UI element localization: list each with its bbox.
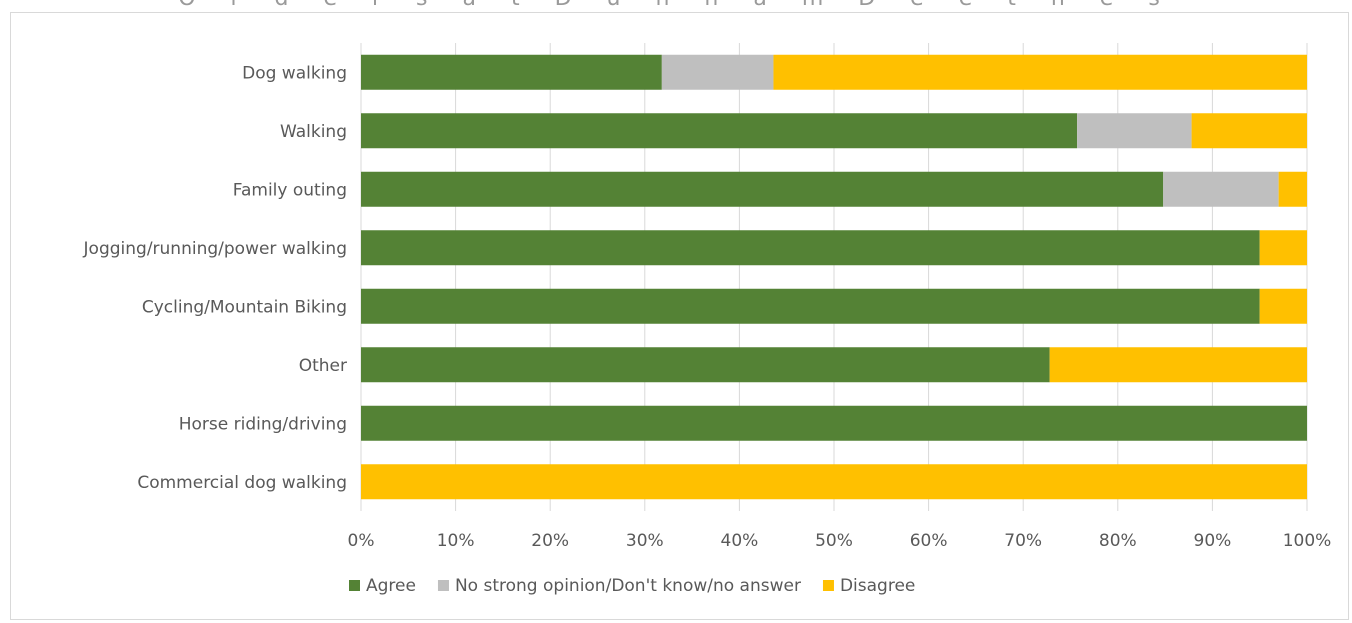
category-label: Jogging/running/power walking <box>83 239 347 259</box>
legend-swatch <box>822 580 834 591</box>
bar-segment-disagree <box>1049 347 1307 383</box>
bar-segment-agree <box>361 230 1260 266</box>
bar-segment-disagree <box>1191 113 1307 149</box>
bar-segment-no-strong-opinion-don-t-know-no-answer <box>661 54 774 90</box>
x-tick-label: 0% <box>348 531 375 551</box>
category-label: Horse riding/driving <box>179 414 347 434</box>
legend-label: Disagree <box>840 576 915 596</box>
x-tick-label: 20% <box>531 531 569 551</box>
x-tick-label: 50% <box>815 531 853 551</box>
category-label: Dog walking <box>242 63 347 83</box>
bar-segment-agree <box>361 113 1078 149</box>
stacked-bar-chart: Dog walking Walking Family outing Jogging/r… <box>83 43 1332 596</box>
bar-segment-disagree <box>361 464 1307 500</box>
gridlines <box>360 43 1308 511</box>
x-tick-label: 30% <box>626 531 664 551</box>
x-tick-label: 90% <box>1194 531 1232 551</box>
cropped-chart-title: O r d e r s a t D u n n a m D e e t n e … <box>0 0 1352 16</box>
category-label: Cycling/Mountain Biking <box>142 297 347 317</box>
x-tick-label: 60% <box>910 531 948 551</box>
category-label: Family outing <box>233 180 347 200</box>
legend: Agree No strong opinion/Don't know/no ans… <box>349 576 915 596</box>
bar-segment-no-strong-opinion-don-t-know-no-answer <box>1077 113 1192 149</box>
bar-segment-agree <box>361 405 1307 441</box>
x-tick-label: 40% <box>721 531 759 551</box>
bars <box>361 54 1307 500</box>
bar-segment-disagree <box>773 54 1307 90</box>
category-label: Walking <box>280 122 347 142</box>
x-tick-labels: 0% 10% 20% 30% 40% 50% 60% 70% 80% 90% 100% <box>348 531 1332 551</box>
category-label: Commercial dog walking <box>137 473 347 493</box>
x-tick-label: 80% <box>1099 531 1137 551</box>
bar-segment-agree <box>361 54 662 90</box>
bar-segment-disagree <box>1259 288 1307 324</box>
bar-segment-agree <box>361 171 1164 207</box>
bar-segment-agree <box>361 288 1260 324</box>
legend-swatch <box>349 580 360 591</box>
x-tick-label: 10% <box>437 531 475 551</box>
legend-swatch <box>437 580 449 591</box>
bar-segment-no-strong-opinion-don-t-know-no-answer <box>1163 171 1279 207</box>
x-tick-label: 70% <box>1004 531 1042 551</box>
category-label: Other <box>299 356 347 376</box>
legend-label: No strong opinion/Don't know/no answer <box>455 576 801 596</box>
x-tick-label: 100% <box>1283 531 1332 551</box>
legend-label: Agree <box>366 576 416 596</box>
bar-segment-agree <box>361 347 1050 383</box>
chart-frame: Dog walking Walking Family outing Jogging/r… <box>10 12 1349 620</box>
category-labels: Dog walking Walking Family outing Jogging/r… <box>83 63 347 493</box>
bar-segment-disagree <box>1278 171 1307 207</box>
bar-segment-disagree <box>1259 230 1307 266</box>
